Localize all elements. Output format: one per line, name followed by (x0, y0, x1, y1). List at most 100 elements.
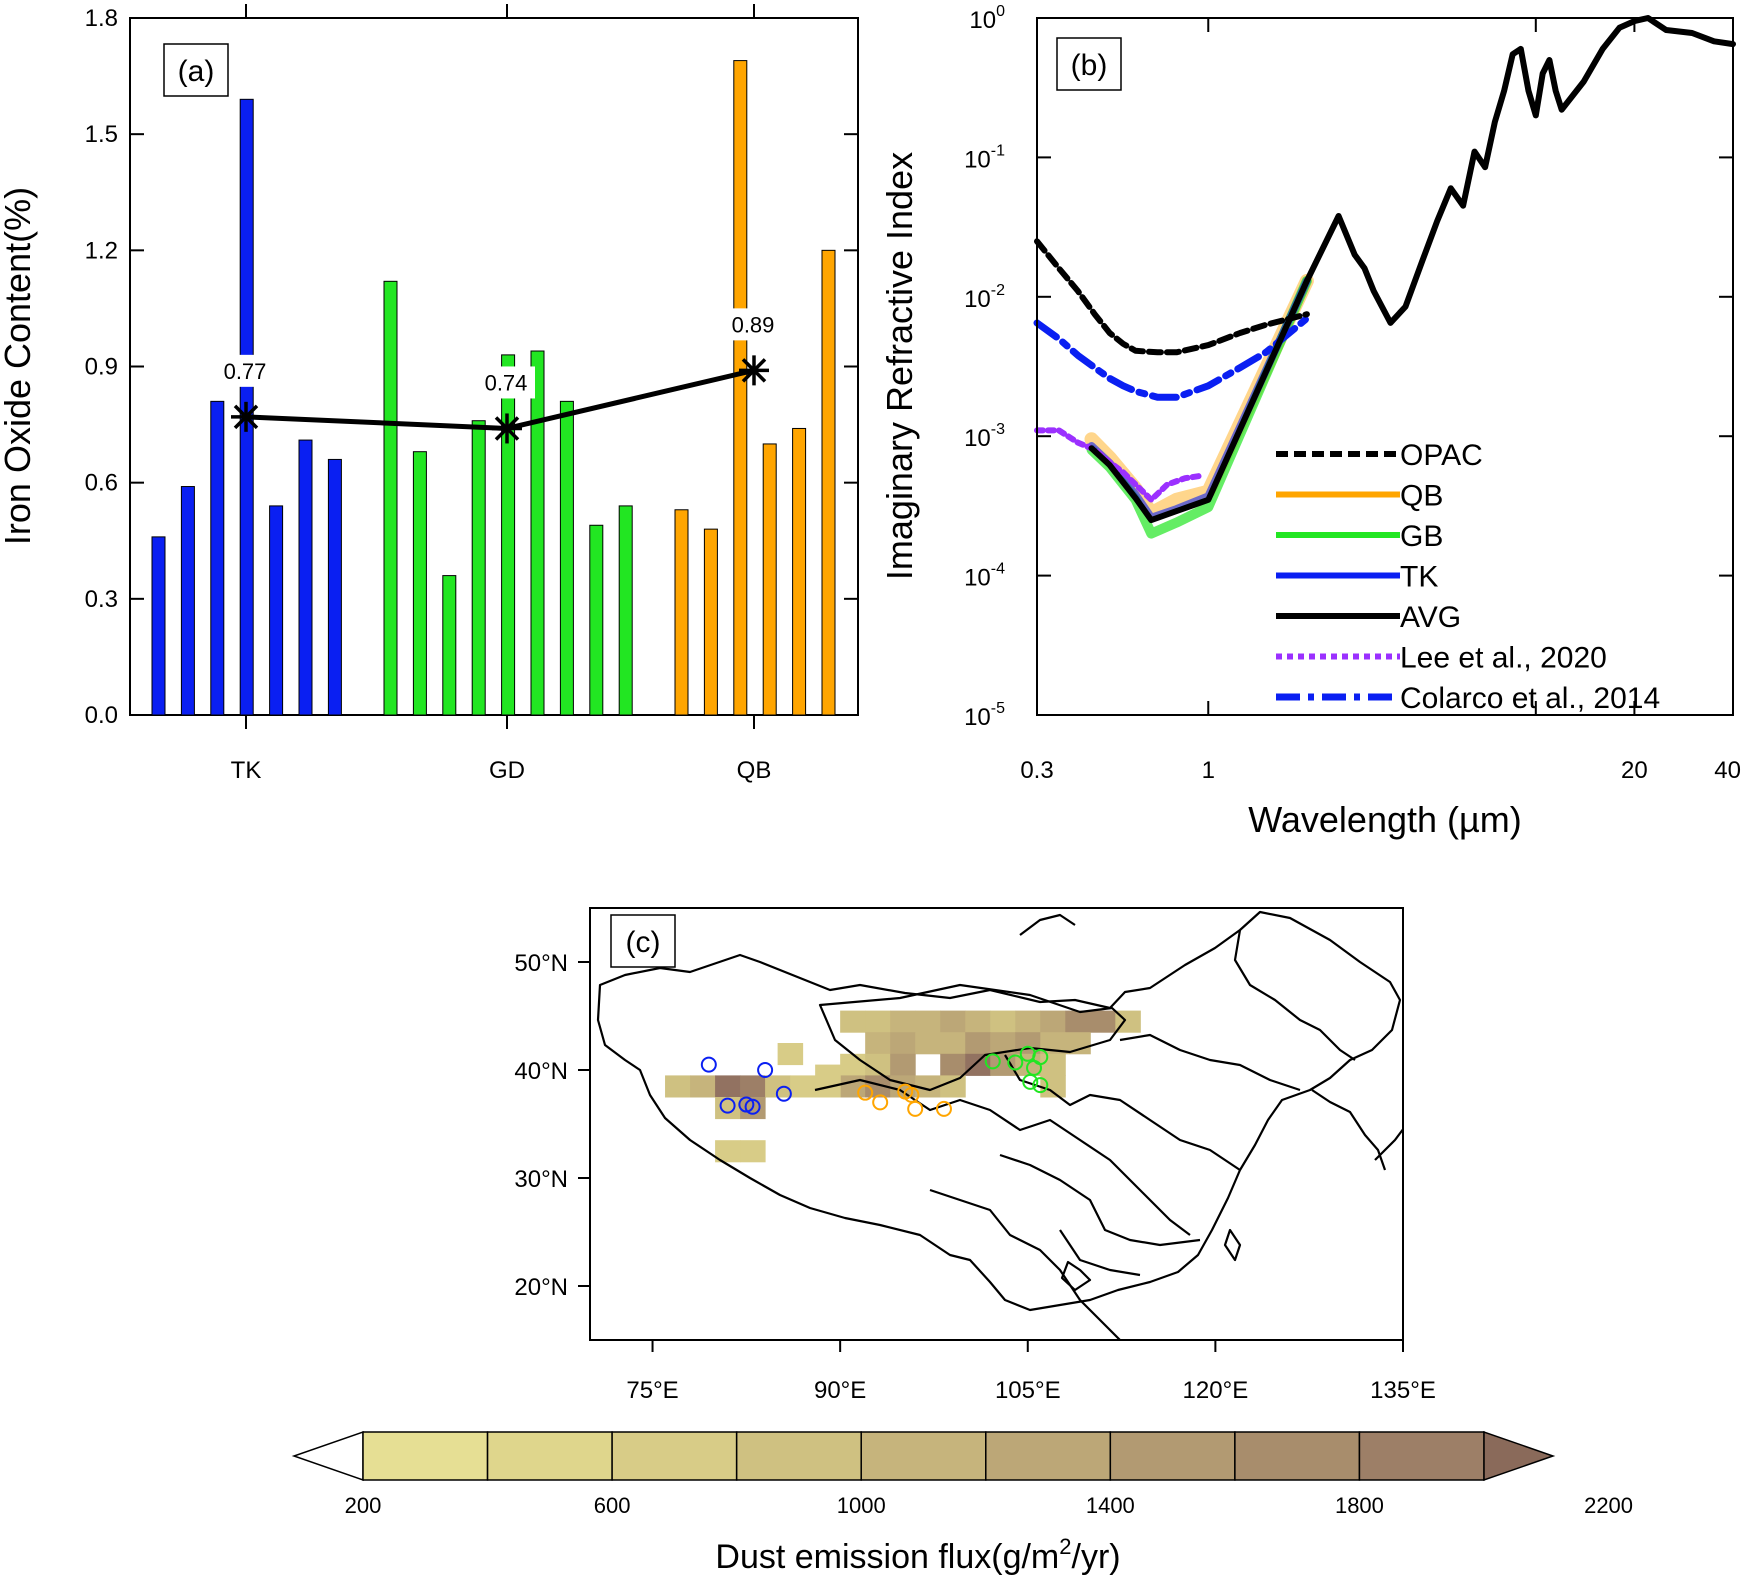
mean-label-bg (724, 308, 782, 341)
a-xtick-label: TK (231, 757, 262, 784)
a-xtick-label: GD (489, 757, 525, 784)
map-china-outline (596, 910, 1402, 1312)
mean-label-bg (216, 354, 274, 387)
site-marker-gd (1032, 1077, 1049, 1094)
site-marker-gd (984, 1053, 1001, 1070)
mean-label-bg (477, 366, 535, 399)
a-ytick-label: 1.8 (85, 5, 118, 32)
dust-cell (1090, 1010, 1116, 1033)
map-inner-boundary-6 (1233, 929, 1356, 1061)
b-xtick-label: 1 (1202, 757, 1215, 784)
colorbar-level-label: 2200 (1584, 1493, 1633, 1518)
b-ytick-label: 10-5 (964, 700, 1005, 731)
site-marker-qb (872, 1094, 889, 1111)
bar-gd-4 (471, 420, 486, 716)
bar-qb-1 (674, 509, 689, 716)
map-southeast-asia-coast (929, 1188, 1121, 1340)
b-ytick-label: 10-3 (964, 421, 1005, 452)
colorbar-box-7 (1109, 1431, 1236, 1481)
map-baikal-outline (1019, 913, 1076, 936)
panel-b-ylabel: Imaginary Refractive Index (879, 152, 920, 580)
dust-cell (940, 1010, 966, 1033)
map-ytick-label: 40°N (514, 1058, 568, 1085)
bar-qb-3 (733, 60, 748, 716)
bar-tk-6 (298, 439, 313, 716)
dust-cell (715, 1140, 741, 1163)
dust-cell (865, 1053, 891, 1076)
dust-cell (740, 1140, 766, 1163)
panel-b-xlabel: Wavelength (µm) (1248, 799, 1521, 840)
dust-cell (715, 1097, 741, 1120)
site-marker-qb (935, 1100, 952, 1117)
map-background (590, 908, 1403, 1340)
map-hainan-outline (1060, 1260, 1092, 1292)
colorbar-title: Dust emission flux(g/m2/yr) (715, 1534, 1120, 1576)
dust-cell (690, 1075, 716, 1098)
colorbar-title-prefix: Dust emission flux(g/m (715, 1538, 1059, 1576)
b-xtick-label: 40 (1714, 757, 1741, 784)
dust-cell (890, 1032, 916, 1055)
dust-cell (865, 1032, 891, 1055)
panel-a-label-box (163, 43, 229, 97)
map-xtick-label: 75°E (626, 1377, 678, 1404)
panel-b-frame (1036, 17, 1734, 716)
dust-cell (715, 1075, 741, 1098)
panel-b-line-chart: 10-5 10-4 10-3 10-2 10-1 100 0.3 1 20 40 (b) OPAC… (879, 3, 1741, 840)
site-marker-tk (700, 1056, 717, 1073)
site-marker-tk (775, 1085, 792, 1102)
dust-cell (777, 1043, 804, 1066)
legend-label-opac: OPAC (1400, 439, 1483, 472)
legend-label-avg: AVG (1400, 601, 1461, 634)
site-marker-gd (1022, 1073, 1039, 1090)
panel-a-ylabel: Iron Oxide Content(%) (0, 187, 38, 545)
dust-cell (1040, 1053, 1066, 1076)
map-ytick-label: 30°N (514, 1166, 568, 1193)
mean-marker-gd (492, 413, 522, 444)
dust-cell (965, 1053, 991, 1076)
mean-marker-stroke (741, 358, 767, 383)
dust-cell (840, 1053, 866, 1076)
series-line-lee-et-al-2020 (1034, 427, 1204, 503)
panel-a-label: (a) (178, 55, 215, 88)
legend-label-colarco-et-al-2014: Colarco et al., 2014 (1400, 682, 1660, 715)
colorbar-title-suffix: /yr) (1072, 1538, 1121, 1576)
bar-gd-5 (501, 354, 516, 716)
map-taiwan-outline (1223, 1228, 1242, 1262)
dust-cell (940, 1075, 966, 1098)
colorbar-box-9 (1358, 1431, 1485, 1481)
colorbar-box-6 (985, 1431, 1112, 1481)
map-frame (589, 907, 1404, 1341)
map-ytick-label: 20°N (514, 1274, 568, 1301)
dust-cell (865, 1010, 891, 1033)
a-ytick-label: 1.2 (85, 237, 118, 264)
series-line-avg (1088, 15, 1736, 524)
dust-cell (990, 1010, 1016, 1033)
map-korea-outline (1311, 1089, 1387, 1171)
panel-c-label: (c) (626, 926, 661, 959)
colorbar-arrow-low (291, 1430, 364, 1482)
map-xtick-label: 120°E (1183, 1377, 1249, 1404)
map-xtick-label: 105°E (995, 1377, 1061, 1404)
series-line-colarco-et-al-2014 (1033, 314, 1311, 401)
colorbar: 2006001000140018002200260030003400 Dust … (291, 1430, 1633, 1576)
dust-cell (1015, 1010, 1041, 1033)
dust-cell (840, 1010, 866, 1033)
series-line-opac (1034, 238, 1310, 356)
legend-label-lee-et-al-2020: Lee et al., 2020 (1400, 642, 1607, 675)
bar-gd-6 (530, 350, 545, 716)
bar-gd-3 (442, 575, 457, 716)
dust-cell (965, 1032, 991, 1055)
dust-cell (665, 1075, 691, 1098)
bar-tk-3 (210, 400, 225, 716)
colorbar-level-label: 1000 (837, 1493, 886, 1518)
panel-c-map: 75°E 90°E 105°E 120°E 135°E20°N30°N40°N50°N … (514, 907, 1436, 1404)
colorbar-box-4 (735, 1431, 862, 1481)
panel-b-label-box (1056, 37, 1122, 91)
map-inner-boundary-3 (1004, 1054, 1241, 1171)
a-ytick-label: 0.6 (85, 470, 118, 497)
a-ytick-label: 0.3 (85, 586, 118, 613)
dust-cell (915, 1032, 941, 1055)
map-xtick-label: 90°E (814, 1377, 866, 1404)
a-ytick-label: 0.0 (85, 702, 118, 729)
map-xtick-label: 135°E (1370, 1377, 1436, 1404)
